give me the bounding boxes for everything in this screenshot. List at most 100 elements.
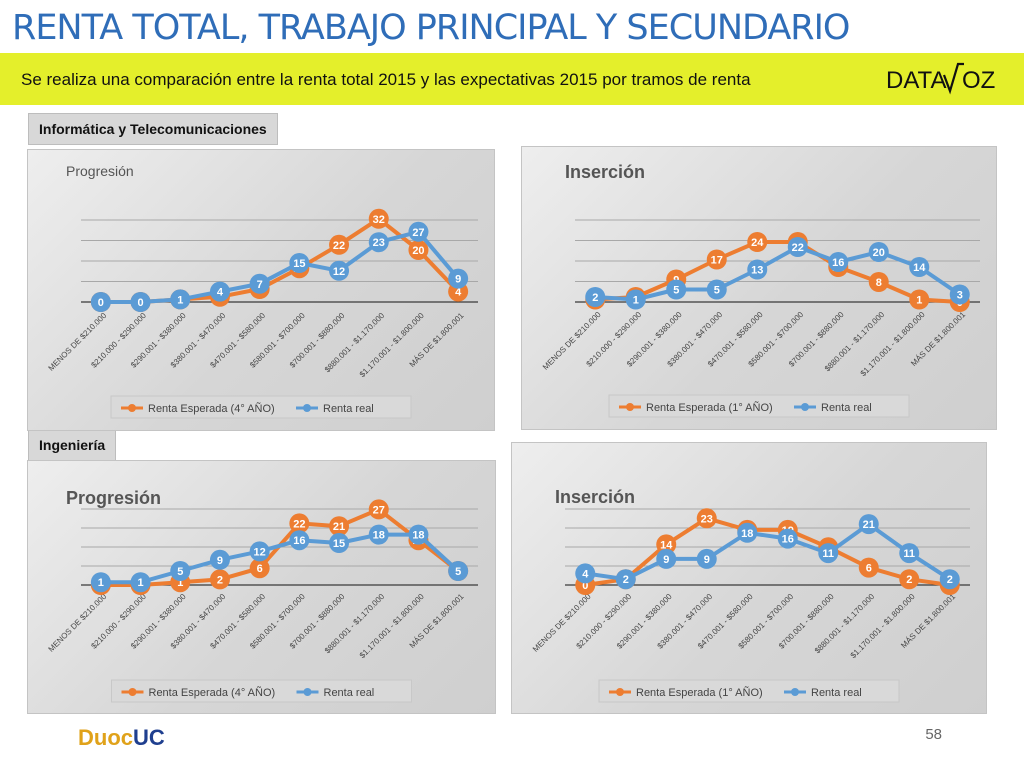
data-point-renta-esperada-1-a-o	[747, 232, 768, 252]
data-label-renta-esperada-1-a-o: 14	[660, 539, 673, 551]
data-label-renta-real: 22	[792, 242, 804, 254]
data-point-renta-real	[249, 273, 270, 294]
datavoz-logo: DATA OZ	[886, 62, 995, 95]
data-point-renta-real	[625, 289, 646, 310]
data-point-renta-real	[289, 530, 310, 551]
data-point-renta-real	[90, 572, 111, 593]
data-label-renta-esperada-1-a-o: 1	[916, 295, 922, 307]
section-tag-ingenieria: Ingeniería	[28, 429, 117, 461]
data-point-renta-real	[448, 561, 469, 581]
data-label-renta-esperada-4-a-o: 1	[177, 577, 183, 589]
data-label-renta-real: 9	[217, 555, 223, 567]
data-label-renta-esperada-4-a-o: 22	[333, 240, 345, 252]
data-label-renta-real: 2	[623, 574, 629, 586]
data-label-renta-real: 16	[293, 535, 305, 547]
data-label-renta-real: 12	[333, 266, 345, 278]
data-label-renta-real: 3	[957, 290, 963, 302]
data-label-renta-real: 4	[217, 287, 224, 299]
data-point-renta-real	[575, 563, 596, 584]
x-tick-label: $1.170.001 - $1.800.000	[358, 311, 426, 379]
chart-title: Progresión	[66, 163, 134, 179]
legend-label-renta-esperada-1-a-o: Renta Esperada (1° AÑO)	[646, 401, 773, 414]
duoc-logo-text-a: Duoc	[78, 725, 133, 750]
data-point-renta-real	[368, 524, 389, 545]
data-point-renta-esperada-4-a-o	[289, 513, 310, 534]
svg-text:DATA: DATA	[886, 67, 946, 94]
data-point-renta-esperada-4-a-o	[329, 234, 350, 255]
legend-box	[110, 395, 412, 419]
data-label-renta-real: 13	[751, 265, 763, 277]
legend-box	[111, 679, 412, 703]
data-point-renta-real	[329, 260, 350, 281]
legend-label-renta-real: Renta real	[821, 402, 872, 414]
data-point-renta-real	[737, 522, 758, 543]
chart-panel-ingenieria-insercion: Inserción MENOS DE $210.000 $210.000 - $29…	[511, 442, 987, 714]
data-label-renta-real: 1	[177, 294, 183, 306]
data-label-renta-esperada-1-a-o: 6	[866, 563, 872, 575]
legend-marker-renta-real	[791, 688, 799, 696]
data-label-renta-esperada-1-a-o: 23	[701, 513, 713, 525]
data-label-renta-real: 4	[582, 568, 589, 580]
data-point-renta-esperada-1-a-o	[696, 508, 717, 529]
data-point-renta-real	[170, 289, 191, 310]
x-tick-label: $1.170.001 - $1.800.000	[358, 592, 426, 660]
section-tag-informatica: Informática y Telecomunicaciones	[28, 113, 278, 145]
data-point-renta-real	[666, 279, 687, 300]
data-point-renta-real	[949, 284, 970, 305]
data-label-renta-esperada-1-a-o: 24	[751, 237, 764, 249]
data-point-renta-real	[209, 281, 230, 302]
data-label-renta-real: 1	[98, 577, 104, 589]
data-point-renta-real	[249, 541, 270, 562]
data-label-renta-esperada-4-a-o: 21	[333, 521, 345, 533]
data-label-renta-real: 12	[254, 546, 266, 558]
legend-marker-renta-esperada-4-a-o	[128, 688, 137, 696]
series-line-renta-real	[98, 532, 461, 585]
legend-marker-renta-real	[801, 403, 809, 411]
data-point-renta-real	[448, 268, 469, 289]
data-label-renta-esperada-1-a-o: 0	[582, 580, 588, 592]
series-line-renta-esperada-4-a-o	[98, 216, 461, 304]
data-label-renta-esperada-1-a-o: 2	[906, 574, 912, 586]
chart-title: Inserción	[565, 162, 645, 182]
data-point-renta-real	[130, 572, 151, 593]
banner-subtitle: Se realiza una comparación entre la rent…	[21, 70, 751, 89]
legend-marker-renta-esperada-1-a-o	[616, 688, 624, 696]
data-label-renta-real: 16	[782, 534, 794, 546]
data-point-renta-real	[747, 259, 768, 280]
data-point-renta-esperada-1-a-o	[868, 272, 889, 292]
data-point-renta-real	[696, 548, 717, 569]
data-point-renta-real	[828, 252, 849, 272]
data-label-renta-real: 1	[137, 577, 143, 589]
data-point-renta-esperada-1-a-o	[899, 569, 920, 590]
data-label-renta-real: 9	[663, 554, 669, 566]
data-label-renta-real: 23	[373, 237, 385, 249]
data-point-renta-real	[656, 548, 677, 569]
legend-marker-renta-esperada-1-a-o	[626, 403, 634, 411]
data-label-renta-real: 7	[257, 279, 263, 291]
data-point-renta-esperada-1-a-o	[706, 249, 727, 270]
legend-label-renta-esperada-1-a-o: Renta Esperada (1° AÑO)	[636, 686, 763, 699]
data-point-renta-real	[585, 287, 606, 307]
data-label-renta-real: 5	[177, 566, 183, 578]
legend-marker-renta-real	[303, 688, 312, 696]
data-point-renta-esperada-1-a-o	[858, 557, 879, 578]
data-point-renta-esperada-4-a-o	[329, 516, 350, 537]
data-label-renta-real: 0	[137, 297, 143, 309]
data-label-renta-real: 11	[903, 548, 915, 560]
data-label-renta-real: 27	[412, 227, 424, 239]
data-label-renta-real: 18	[373, 530, 385, 542]
subtitle-banner: Se realiza una comparación entre la rent…	[0, 53, 1024, 105]
data-label-renta-real: 18	[412, 530, 424, 542]
data-label-renta-real: 1	[633, 295, 639, 307]
data-label-renta-esperada-1-a-o: 8	[876, 277, 882, 289]
data-point-renta-real	[899, 543, 920, 564]
data-point-renta-esperada-4-a-o	[408, 240, 429, 260]
data-label-renta-esperada-4-a-o: 2	[217, 574, 223, 586]
legend-box	[598, 679, 900, 703]
series-line-renta-esperada-1-a-o	[583, 516, 952, 587]
data-label-renta-real: 18	[741, 528, 753, 540]
chart-panel-informatica-progresion: Progresión MENOS DE $210.000 $210.000 - $2…	[27, 149, 495, 431]
duoc-logo-text-b: UC	[133, 725, 165, 750]
